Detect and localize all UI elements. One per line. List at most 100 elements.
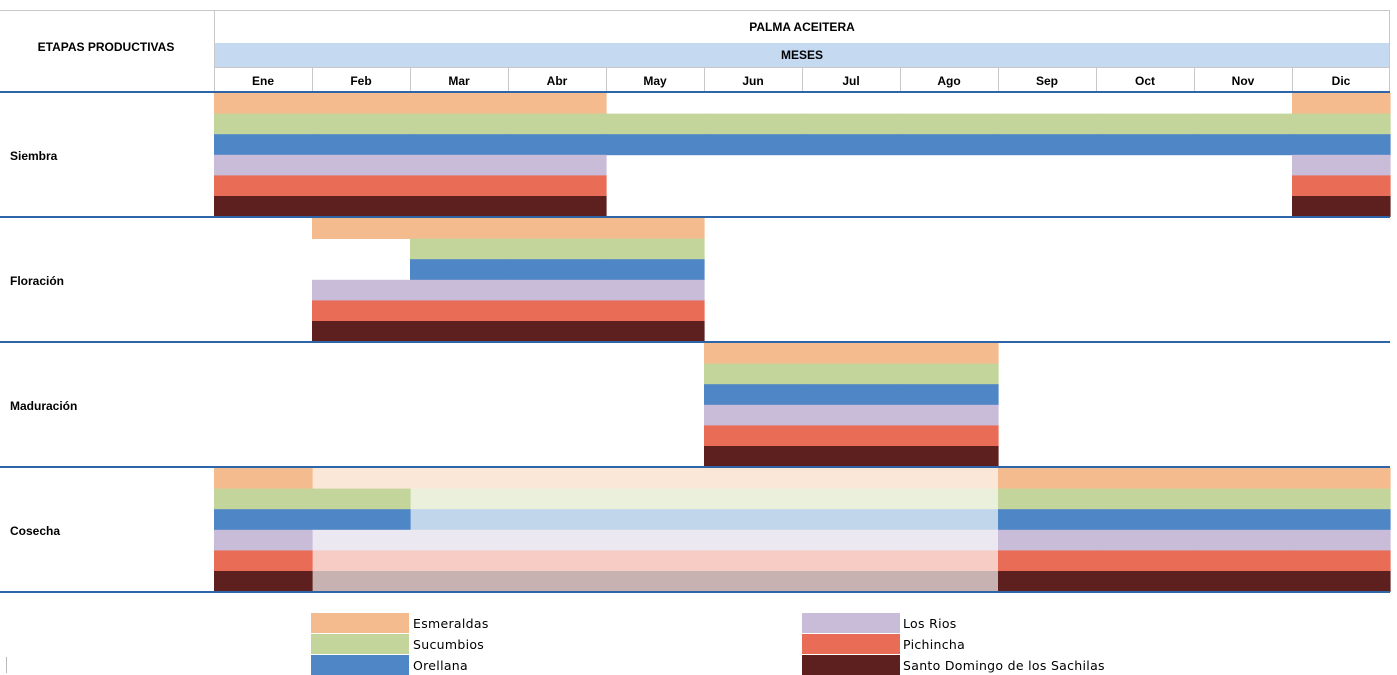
legend-label-pichincha: Pichincha bbox=[903, 637, 965, 652]
bar-siembra-orellana-m7 bbox=[802, 134, 901, 156]
bar-siembra-orellana-m10 bbox=[1096, 134, 1195, 156]
bar-faded-cosecha-santo-domingo-de-los-sachilas-m7 bbox=[802, 571, 901, 592]
bar-faded-cosecha-pichincha-m2 bbox=[312, 550, 411, 572]
bar-floración-pichincha-m2 bbox=[312, 300, 411, 322]
bar-siembra-sucumbios-m4 bbox=[508, 113, 607, 135]
bar-floración-esmeraldas-m3 bbox=[410, 218, 509, 239]
bar-faded-cosecha-orellana-m8 bbox=[900, 509, 999, 531]
bar-maduración-sucumbios-m8 bbox=[900, 363, 999, 385]
bar-maduración-esmeraldas-m8 bbox=[900, 343, 999, 364]
legend-swatch-esmeraldas bbox=[311, 613, 409, 633]
bar-siembra-esmeraldas-m12 bbox=[1292, 93, 1391, 114]
bar-cosecha-pichincha-m12 bbox=[1292, 550, 1391, 572]
bar-faded-cosecha-santo-domingo-de-los-sachilas-m4 bbox=[508, 571, 607, 592]
bar-maduración-santo-domingo-de-los-sachilas-m8 bbox=[900, 446, 999, 467]
bar-cosecha-esmeraldas-m9 bbox=[998, 468, 1097, 489]
bar-siembra-pichincha-m1 bbox=[214, 175, 313, 197]
legend-swatch-los-rios bbox=[802, 613, 900, 633]
bar-cosecha-orellana-m11 bbox=[1194, 509, 1293, 531]
bar-faded-cosecha-sucumbios-m3 bbox=[410, 488, 509, 510]
bar-cosecha-los-rios-m11 bbox=[1194, 529, 1293, 551]
bar-floración-esmeraldas-m4 bbox=[508, 218, 607, 239]
bar-faded-cosecha-esmeraldas-m7 bbox=[802, 468, 901, 489]
bar-faded-cosecha-los-rios-m5 bbox=[606, 529, 705, 551]
bar-siembra-sucumbios-m5 bbox=[606, 113, 705, 135]
bar-maduración-pichincha-m8 bbox=[900, 425, 999, 447]
bar-floración-esmeraldas-m2 bbox=[312, 218, 411, 239]
bar-siembra-orellana-m3 bbox=[410, 134, 509, 156]
bar-faded-cosecha-pichincha-m4 bbox=[508, 550, 607, 572]
bar-faded-cosecha-orellana-m3 bbox=[410, 509, 509, 531]
month-label-mar: Mar bbox=[448, 74, 470, 88]
row-header-label: ETAPAS PRODUCTIVAS bbox=[38, 40, 175, 54]
bar-faded-cosecha-esmeraldas-m5 bbox=[606, 468, 705, 489]
legend-label-santo-domingo-de-los-sachilas: Santo Domingo de los Sachilas bbox=[903, 658, 1105, 673]
month-labels: Ene Feb Mar Abr May Jun Jul Ago Sep Oct Nov Dic bbox=[252, 74, 1351, 88]
bar-cosecha-pichincha-m1 bbox=[214, 550, 313, 572]
bar-siembra-orellana-m2 bbox=[312, 134, 411, 156]
bar-siembra-orellana-m1 bbox=[214, 134, 313, 156]
bar-siembra-santo-domingo-de-los-sachilas-m3 bbox=[410, 196, 509, 217]
header-grid bbox=[0, 10, 1390, 92]
stage-label-maduración: Maduración bbox=[10, 399, 77, 413]
month-label-jul: Jul bbox=[842, 74, 859, 88]
bar-maduración-sucumbios-m6 bbox=[704, 363, 803, 385]
bar-cosecha-los-rios-m9 bbox=[998, 529, 1097, 551]
bar-floración-orellana-m4 bbox=[508, 259, 607, 281]
legend-swatch-sucumbios bbox=[311, 634, 409, 654]
bar-maduración-orellana-m6 bbox=[704, 384, 803, 406]
bar-siembra-los-rios-m3 bbox=[410, 154, 509, 176]
bar-cosecha-orellana-m2 bbox=[312, 509, 411, 531]
bar-floración-sucumbios-m5 bbox=[606, 238, 705, 260]
chart-title: PALMA ACEITERA bbox=[749, 20, 855, 34]
bar-cosecha-los-rios-m12 bbox=[1292, 529, 1391, 551]
bar-siembra-pichincha-m2 bbox=[312, 175, 411, 197]
bar-faded-cosecha-orellana-m5 bbox=[606, 509, 705, 531]
bar-siembra-orellana-m9 bbox=[998, 134, 1097, 156]
bar-siembra-los-rios-m12 bbox=[1292, 154, 1391, 176]
bar-cosecha-sucumbios-m1 bbox=[214, 488, 313, 510]
bar-cosecha-los-rios-m1 bbox=[214, 529, 313, 551]
bar-siembra-sucumbios-m3 bbox=[410, 113, 509, 135]
bar-cosecha-orellana-m1 bbox=[214, 509, 313, 531]
bar-floración-sucumbios-m3 bbox=[410, 238, 509, 260]
stage-dividers bbox=[0, 91, 1390, 593]
bar-cosecha-sucumbios-m2 bbox=[312, 488, 411, 510]
bar-siembra-los-rios-m1 bbox=[214, 154, 313, 176]
bar-siembra-sucumbios-m7 bbox=[802, 113, 901, 135]
bar-faded-cosecha-orellana-m7 bbox=[802, 509, 901, 531]
bar-siembra-sucumbios-m11 bbox=[1194, 113, 1293, 135]
bar-maduración-orellana-m7 bbox=[802, 384, 901, 406]
month-label-abr: Abr bbox=[547, 74, 568, 88]
legend-swatch-orellana bbox=[311, 655, 409, 675]
bar-cosecha-sucumbios-m10 bbox=[1096, 488, 1195, 510]
bar-siembra-sucumbios-m9 bbox=[998, 113, 1097, 135]
bar-faded-cosecha-santo-domingo-de-los-sachilas-m5 bbox=[606, 571, 705, 592]
bar-faded-cosecha-esmeraldas-m3 bbox=[410, 468, 509, 489]
month-label-jun: Jun bbox=[742, 74, 763, 88]
bar-maduración-santo-domingo-de-los-sachilas-m7 bbox=[802, 446, 901, 467]
bar-siembra-orellana-m5 bbox=[606, 134, 705, 156]
bar-floración-sucumbios-m4 bbox=[508, 238, 607, 260]
legend-swatch-pichincha bbox=[802, 634, 900, 654]
legend-label-sucumbios: Sucumbios bbox=[413, 637, 484, 652]
bar-faded-cosecha-esmeraldas-m8 bbox=[900, 468, 999, 489]
bar-maduración-los-rios-m8 bbox=[900, 404, 999, 426]
bar-siembra-pichincha-m12 bbox=[1292, 175, 1391, 197]
month-dividers bbox=[312, 68, 1293, 92]
bar-floración-santo-domingo-de-los-sachilas-m4 bbox=[508, 321, 607, 342]
bar-floración-santo-domingo-de-los-sachilas-m5 bbox=[606, 321, 705, 342]
month-label-ene: Ene bbox=[252, 74, 274, 88]
bar-siembra-santo-domingo-de-los-sachilas-m2 bbox=[312, 196, 411, 217]
bar-faded-cosecha-esmeraldas-m2 bbox=[312, 468, 411, 489]
bar-cosecha-los-rios-m10 bbox=[1096, 529, 1195, 551]
stage-label-siembra: Siembra bbox=[10, 149, 58, 163]
bar-cosecha-orellana-m10 bbox=[1096, 509, 1195, 531]
month-label-feb: Feb bbox=[350, 74, 371, 88]
legend-label-los-rios: Los Rios bbox=[903, 616, 957, 631]
bar-maduración-esmeraldas-m6 bbox=[704, 343, 803, 364]
bar-cosecha-esmeraldas-m1 bbox=[214, 468, 313, 489]
bar-siembra-orellana-m8 bbox=[900, 134, 999, 156]
bar-faded-cosecha-los-rios-m7 bbox=[802, 529, 901, 551]
bar-maduración-esmeraldas-m7 bbox=[802, 343, 901, 364]
